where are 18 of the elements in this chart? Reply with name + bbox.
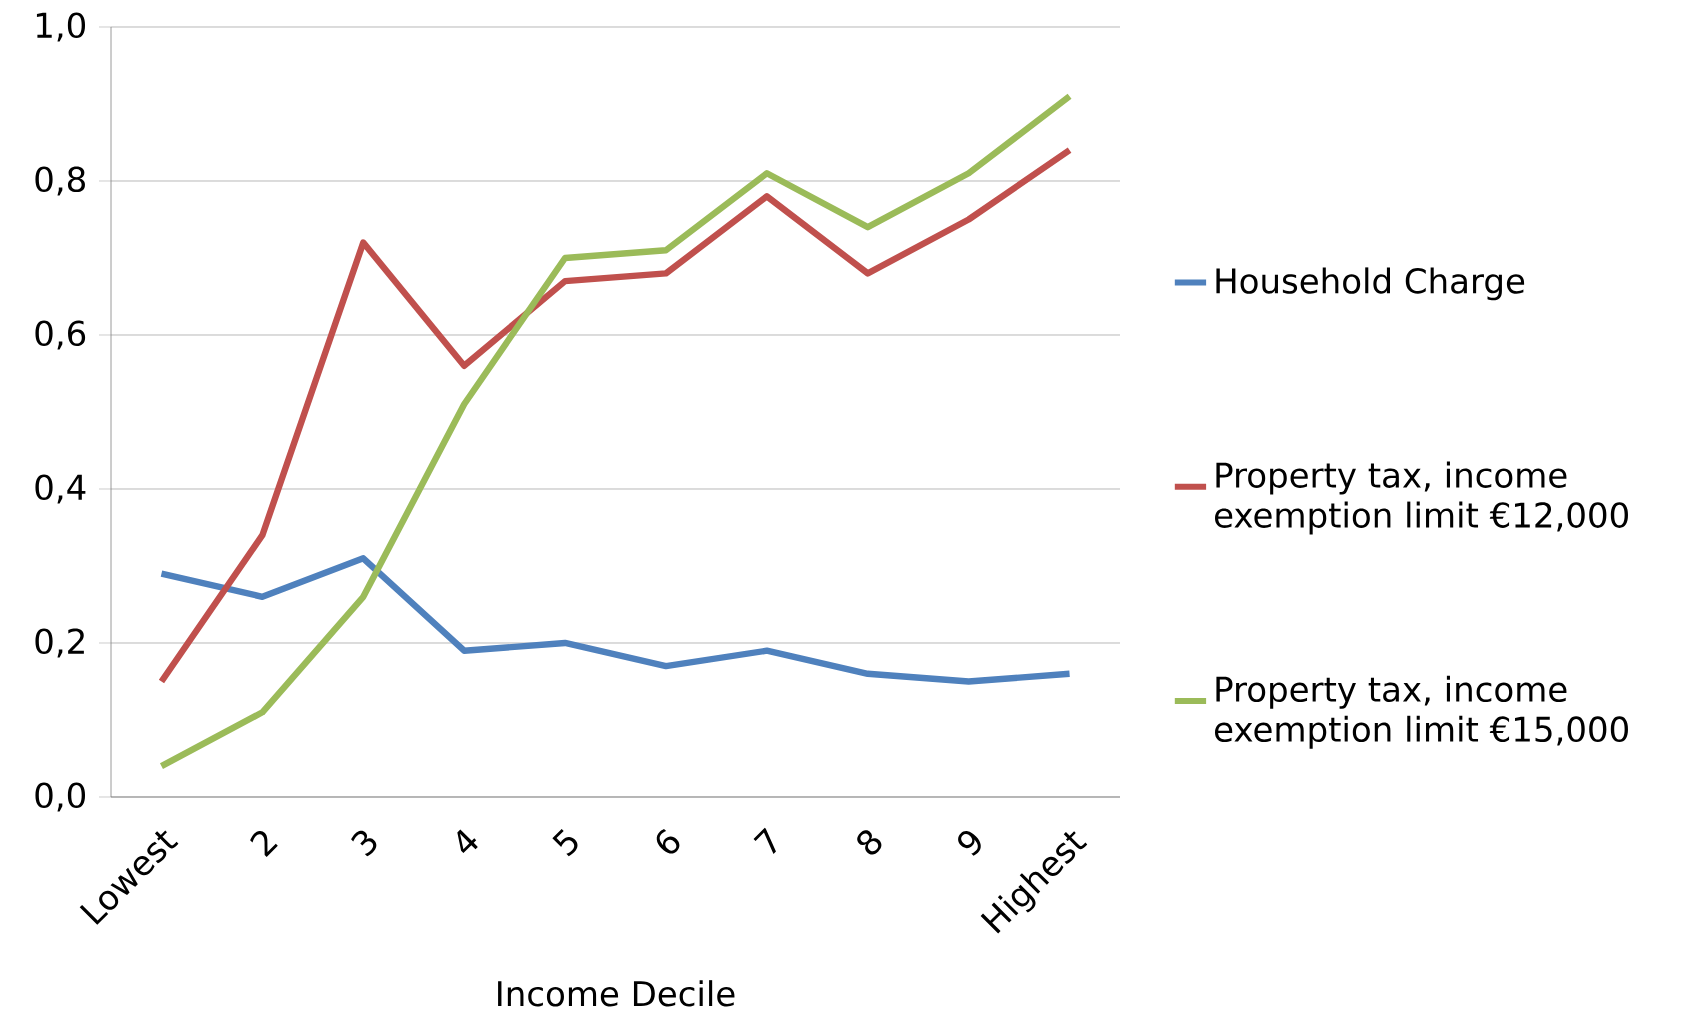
x-tick-label: 4 xyxy=(457,829,478,854)
x-tick-label: 7 xyxy=(753,827,776,855)
y-tick-label: 1,0 xyxy=(36,12,86,42)
x-tick-label: 8 xyxy=(857,830,882,855)
x-axis-title: Income Decile xyxy=(498,980,735,1007)
y-tick-label: 0,2 xyxy=(35,628,84,658)
legend-label: Property tax, income exemption limit €12,000 xyxy=(1214,461,1628,535)
x-tick-label: 9 xyxy=(958,831,981,856)
y-tick-label: 0,4 xyxy=(35,474,86,504)
legend-label: Household Charge xyxy=(1216,267,1525,301)
x-tick-label: 5 xyxy=(552,828,578,857)
y-tick-label: 0,8 xyxy=(35,166,85,196)
y-tick-label: 0,0 xyxy=(35,782,86,812)
x-tick-label: 3 xyxy=(351,830,377,857)
x-tick-label: 6 xyxy=(656,828,680,854)
x-tick-label: 2 xyxy=(250,831,278,857)
legend-label: Property tax, income exemption limit €15,000 xyxy=(1214,675,1628,749)
y-tick-label: 0,6 xyxy=(35,320,86,350)
